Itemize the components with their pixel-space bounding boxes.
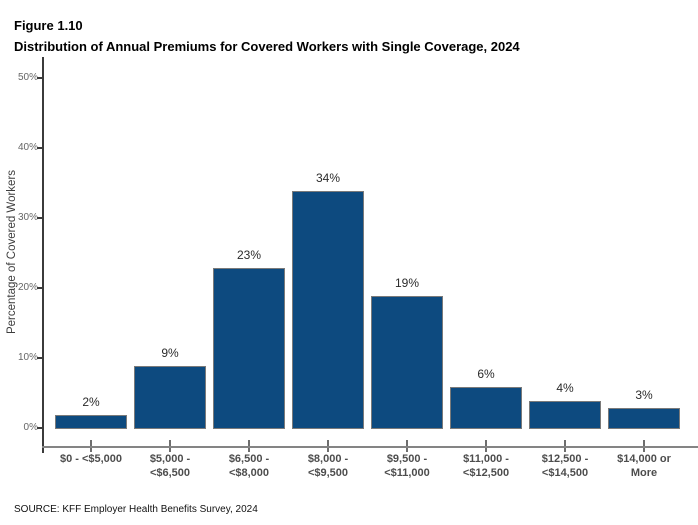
y-tick-label: 20% [17, 282, 38, 293]
y-tick-label: 40% [17, 142, 38, 153]
x-category-label: $9,500 - <$11,000 [357, 453, 457, 480]
bar [55, 415, 127, 429]
y-tick-mark [37, 357, 43, 359]
x-category-label-line: $0 - <$5,000 [59, 453, 123, 465]
bar-value-label: 19% [394, 276, 420, 290]
figure-label: Figure 1.10 [14, 18, 83, 33]
x-category-label: $12,500 - <$14,500 [515, 453, 615, 480]
x-category-label: $8,000 - <$9,500 [278, 453, 378, 480]
y-tick-mark [37, 427, 43, 429]
bar-value-label: 4% [556, 381, 574, 395]
x-category-label-line: <$9,500 [307, 466, 349, 479]
x-category-label: $6,500 - <$8,000 [199, 453, 299, 480]
bar [450, 387, 522, 429]
y-tick-label: 10% [17, 352, 38, 363]
bar [292, 191, 364, 429]
x-category-label-line: $8,000 - [307, 453, 349, 465]
bar-value-label: 6% [477, 367, 495, 381]
y-tick-label: 0% [23, 422, 38, 433]
bar-value-label: 34% [315, 171, 341, 185]
bar [371, 296, 443, 429]
x-category-label: $11,000 - <$12,500 [436, 453, 536, 480]
x-category-label-line: $6,500 - [228, 453, 270, 465]
x-category-label-line: $14,000 or [617, 453, 671, 465]
x-category-label-line: <$14,500 [541, 466, 589, 479]
bar [134, 366, 206, 429]
y-tick-label: 30% [17, 212, 38, 223]
y-axis-line [42, 57, 44, 453]
y-tick-mark [37, 77, 43, 79]
bar-value-label: 2% [82, 395, 100, 409]
x-category-label-line: $5,000 - [149, 453, 191, 465]
x-axis-line [42, 445, 698, 448]
x-category-label-line: <$8,000 [228, 466, 270, 479]
x-category-label: $5,000 - <$6,500 [120, 453, 220, 480]
x-category-label-line: More [630, 466, 658, 479]
y-tick-mark [37, 217, 43, 219]
x-category-label-line: <$6,500 [149, 466, 191, 479]
x-category-label-line: <$11,000 [384, 466, 430, 479]
y-tick-mark [37, 147, 43, 149]
source-note: SOURCE: KFF Employer Health Benefits Sur… [14, 504, 258, 515]
bar-value-label: 23% [236, 248, 262, 262]
x-category-label-line: $12,500 - [541, 453, 589, 465]
bar-value-label: 3% [635, 388, 653, 402]
bar [213, 268, 285, 429]
bar-value-label: 9% [161, 346, 179, 360]
x-category-label: $14,000 or More [594, 453, 694, 480]
y-tick-mark [37, 287, 43, 289]
bar [608, 408, 680, 429]
y-axis-title: Percentage of Covered Workers [6, 169, 18, 335]
bar [529, 401, 601, 429]
x-category-label-line: $11,000 - [463, 453, 509, 465]
chart-title: Distribution of Annual Premiums for Cove… [14, 39, 520, 54]
x-category-label-line: <$12,500 [462, 466, 510, 479]
y-tick-label: 50% [17, 72, 38, 83]
x-category-label: $0 - <$5,000 [41, 453, 141, 467]
x-category-label-line: $9,500 - [386, 453, 428, 465]
